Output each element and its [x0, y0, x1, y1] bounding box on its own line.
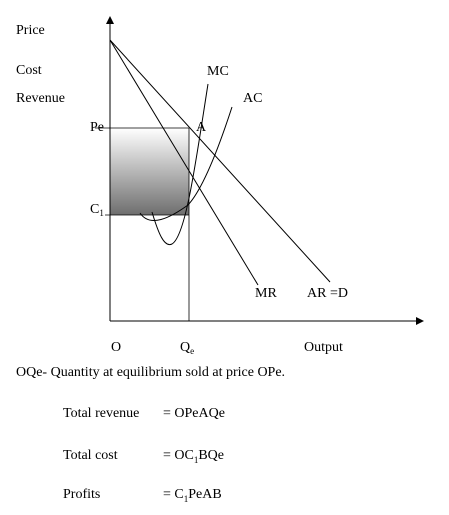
mr-label: MR: [255, 286, 277, 301]
total-revenue-label: Total revenue: [63, 406, 140, 421]
c1-label: C1: [90, 202, 104, 218]
total-cost-label: Total cost: [63, 448, 118, 463]
profits-label: Profits: [63, 487, 101, 502]
total-cost-value: = OC1BQe: [163, 448, 225, 465]
ac-label: AC: [243, 91, 262, 106]
caption: OQe- Quantity at equilibrium sold at pri…: [16, 365, 286, 380]
ar-demand-curve: [109, 39, 331, 283]
profits-value: = C1PeAB: [163, 487, 222, 504]
mr-curve: [109, 39, 259, 286]
mc-label: MC: [207, 64, 229, 79]
cost-label: Cost: [16, 63, 42, 78]
mc-curve: [151, 83, 209, 246]
qe-label: Qe: [180, 340, 194, 356]
point-a-label: A: [196, 120, 207, 135]
total-cost-row: Total cost = OC1BQe: [63, 448, 224, 465]
monopoly-diagram: Price Cost Revenue Pe C1 A O Qe Output M…: [16, 16, 424, 356]
profit-area: [110, 128, 189, 215]
price-label: Price: [16, 23, 45, 38]
total-revenue-row: Total revenue = OPeAQe: [63, 406, 225, 422]
total-revenue-value: = OPeAQe: [163, 406, 225, 421]
ar-label: AR =D: [307, 286, 348, 301]
revenue-label: Revenue: [16, 91, 65, 106]
output-label: Output: [304, 340, 343, 355]
origin-label: O: [111, 340, 121, 355]
pe-label: Pe: [90, 120, 104, 135]
profits-row: Profits = C1PeAB: [63, 487, 222, 504]
ac-curve: [139, 106, 233, 221]
